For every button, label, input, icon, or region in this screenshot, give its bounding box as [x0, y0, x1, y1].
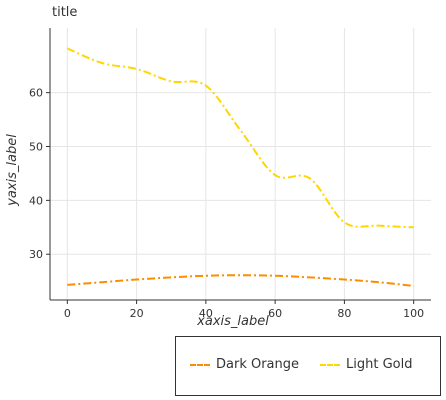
x-tick-label: 0	[64, 307, 71, 320]
series-layer	[66, 47, 414, 287]
legend: Dark Orange Light Gold	[175, 336, 441, 396]
x-axis-label: xaxis_label	[196, 314, 269, 329]
grid	[50, 28, 431, 300]
chart-title: title	[52, 5, 77, 20]
y-tick-label: 40	[29, 194, 43, 207]
x-tick-label: 40	[199, 307, 213, 320]
axes: 0 20 40 60 80 100 30 40 50 60	[29, 28, 431, 320]
x-tick-label: 100	[403, 307, 424, 320]
legend-swatch-light-gold	[320, 364, 340, 366]
series-line-dark-orange	[67, 274, 414, 287]
x-tick-label: 60	[268, 307, 282, 320]
y-axis-label: yaxis_label	[5, 134, 20, 207]
x-tick-label: 80	[337, 307, 351, 320]
legend-label-dark-orange: Dark Orange	[216, 357, 300, 372]
legend-swatch-dark-orange	[190, 364, 210, 366]
x-tick-label: 20	[130, 307, 144, 320]
y-tick-label: 60	[29, 87, 43, 100]
y-tick-label: 50	[29, 140, 43, 153]
legend-label-light-gold: Light Gold	[346, 357, 413, 372]
y-tick-label: 30	[29, 248, 43, 261]
